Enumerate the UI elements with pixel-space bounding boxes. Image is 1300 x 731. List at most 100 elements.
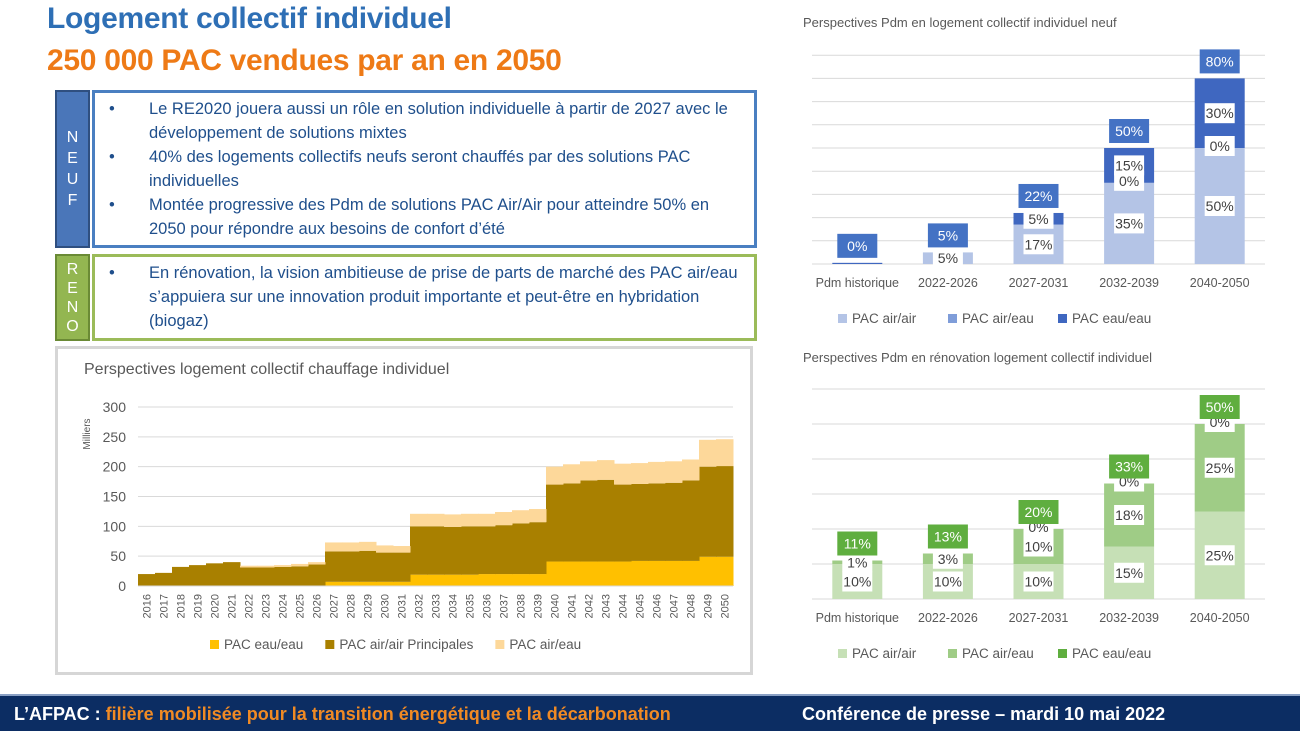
- x-tick-label: 2041: [567, 594, 579, 618]
- data-label-box: [1114, 155, 1145, 176]
- total-label: 13%: [934, 529, 962, 545]
- area-segment: [308, 564, 326, 586]
- legend-label: PAC air/air: [852, 646, 917, 661]
- x-tick-label: 2046: [652, 594, 664, 618]
- area-segment: [478, 513, 496, 527]
- area-segment: [257, 567, 275, 586]
- area-segment: [410, 574, 428, 586]
- data-label: 10%: [934, 574, 962, 590]
- area-segment: [291, 563, 309, 567]
- x-tick-label: 2038: [516, 594, 528, 618]
- area-segment: [546, 561, 564, 586]
- data-label: 35%: [1115, 215, 1143, 231]
- data-label: 5%: [1028, 211, 1048, 227]
- area-segment: [648, 483, 666, 561]
- legend-label: PAC eau/eau: [1072, 311, 1151, 326]
- area-segment: [563, 561, 581, 586]
- area-segment: [512, 523, 530, 575]
- area-segment: [291, 566, 309, 586]
- total-label: 11%: [844, 536, 871, 552]
- data-label-box: [932, 571, 963, 592]
- data-label-box: [842, 552, 873, 573]
- data-label-box: [1114, 562, 1145, 583]
- x-tick-label: 2036: [482, 594, 494, 618]
- x-tick-label: 2022-2026: [918, 276, 978, 290]
- x-tick-label: 2027: [329, 594, 341, 618]
- total-label: 50%: [1115, 123, 1143, 139]
- area-segment: [614, 484, 632, 562]
- area-chart-title: Perspectives logement collectif chauffag…: [84, 361, 450, 378]
- area-segment: [138, 574, 156, 586]
- y-tick-label: 50: [110, 548, 126, 564]
- area-segment: [648, 461, 666, 484]
- area-segment: [240, 565, 258, 568]
- area-segment: [461, 526, 479, 575]
- legend-label: PAC eau/eau: [224, 637, 303, 652]
- area-segment: [172, 566, 190, 586]
- data-label: 1%: [847, 554, 867, 570]
- data-label: 10%: [843, 574, 871, 590]
- data-label-box: [1023, 571, 1054, 592]
- legend-swatch: [1058, 649, 1067, 658]
- neuf-letter: E: [67, 150, 78, 167]
- area-segment: [529, 574, 547, 586]
- x-tick-label: 2032-2039: [1099, 611, 1159, 625]
- data-label-box: [1204, 457, 1235, 478]
- x-tick-label: 2045: [635, 594, 647, 618]
- x-tick-label: 2017: [159, 594, 171, 618]
- area-segment: [155, 572, 173, 586]
- y-tick-label: 100: [103, 518, 127, 534]
- data-label-box: [1204, 103, 1235, 124]
- area-segment: [665, 482, 683, 561]
- data-label: 30%: [1206, 105, 1234, 121]
- legend-swatch: [325, 640, 335, 649]
- area-segment: [427, 513, 445, 527]
- area-segment: [631, 483, 649, 561]
- footer-org: L’AFPAC :: [14, 704, 106, 724]
- x-tick-label: 2049: [703, 594, 715, 618]
- x-tick-label: 2040-2050: [1190, 276, 1250, 290]
- x-tick-label: 2040-2050: [1190, 611, 1250, 625]
- data-label: 0%: [1210, 138, 1230, 154]
- total-label: 50%: [1206, 399, 1234, 415]
- area-segment: [257, 565, 275, 568]
- reno-letter: R: [66, 260, 79, 278]
- area-segment: [206, 563, 224, 586]
- x-tick-label: 2042: [584, 594, 596, 618]
- area-segment: [597, 561, 615, 586]
- area-segment: [376, 545, 394, 553]
- neuf-chart-title: Perspectives Pdm en logement collectif i…: [803, 15, 1117, 30]
- area-segment: [614, 463, 632, 485]
- area-segment: [682, 459, 700, 481]
- data-label-box: [1114, 505, 1145, 525]
- area-segment: [189, 565, 207, 586]
- area-segment: [665, 461, 683, 483]
- total-label: 20%: [1024, 504, 1052, 520]
- area-segment: [512, 510, 530, 524]
- total-label-box: [1199, 395, 1240, 419]
- x-tick-label: Pdm historique: [816, 276, 899, 290]
- area-segment: [342, 542, 360, 552]
- total-label-box: [1109, 454, 1150, 479]
- data-label: 0%: [1119, 173, 1139, 189]
- data-label-box: [842, 571, 873, 592]
- x-tick-label: 2029: [363, 594, 375, 618]
- area-segment: [563, 464, 581, 484]
- footer-left: L’AFPAC : filière mobilisée pour la tran…: [14, 704, 671, 725]
- legend-label: PAC air/air Principales: [339, 637, 473, 652]
- area-segment: [427, 526, 445, 575]
- legend-swatch: [838, 314, 847, 323]
- reno-bullet: En rénovation, la vision ambitieuse de p…: [109, 261, 742, 333]
- x-tick-label: 2018: [176, 594, 188, 618]
- area-segment: [342, 551, 360, 582]
- neuf-bullet: Montée progressive des Pdm de solutions …: [109, 193, 742, 241]
- x-tick-label: 2024: [278, 594, 290, 618]
- data-label: 10%: [1024, 539, 1052, 555]
- x-tick-label: 2044: [618, 594, 630, 618]
- data-label-box: [1204, 196, 1235, 216]
- x-tick-label: 2028: [346, 594, 358, 618]
- area-segment: [325, 542, 343, 552]
- area-segment: [580, 561, 598, 586]
- reno-chart-title: Perspectives Pdm en rénovation logement …: [803, 350, 1153, 365]
- x-tick-label: 2027-2031: [1009, 611, 1069, 625]
